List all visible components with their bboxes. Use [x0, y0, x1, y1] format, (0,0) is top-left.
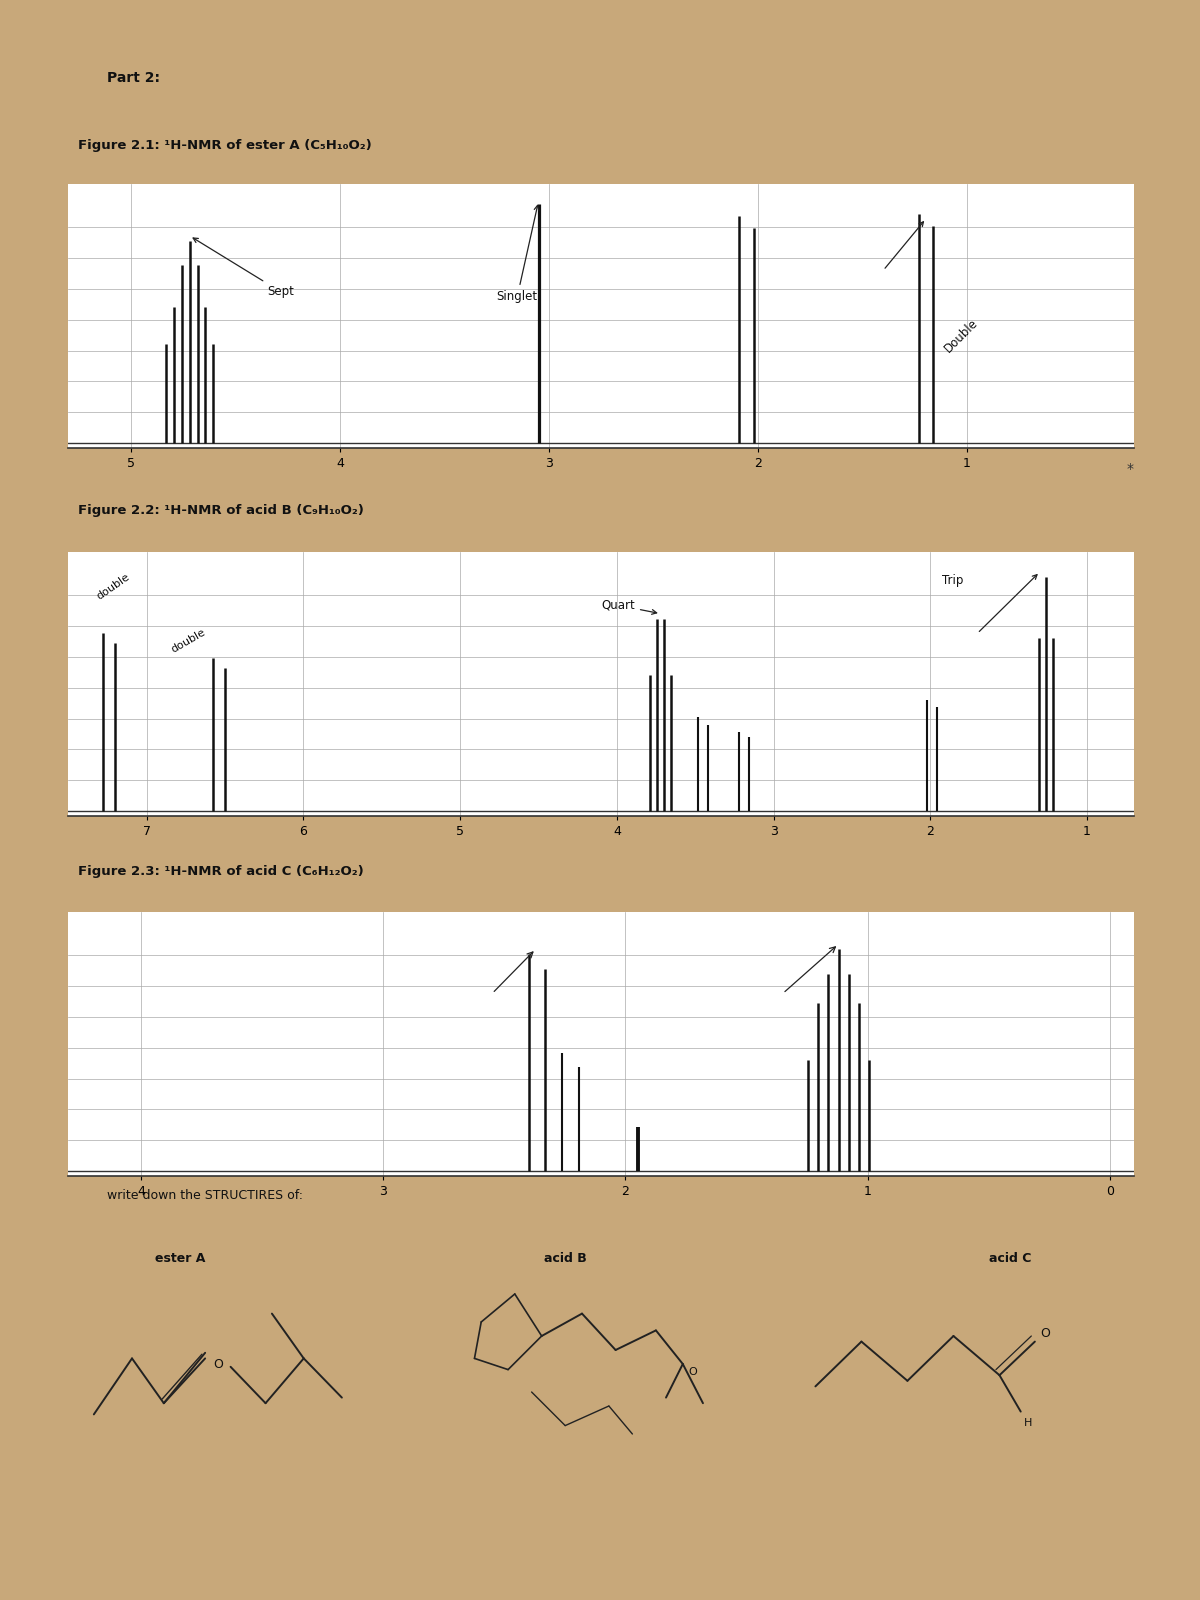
Text: Sept: Sept [193, 238, 294, 298]
Text: Figure 2.2: ¹H-NMR of acid B (C₉H₁₀O₂): Figure 2.2: ¹H-NMR of acid B (C₉H₁₀O₂) [78, 504, 365, 517]
Text: double: double [169, 627, 208, 654]
Text: *: * [1127, 462, 1133, 475]
Text: double: double [95, 571, 132, 602]
Text: acid B: acid B [544, 1251, 587, 1266]
Text: Figure 2.1: ¹H-NMR of ester A (C₅H₁₀O₂): Figure 2.1: ¹H-NMR of ester A (C₅H₁₀O₂) [78, 139, 372, 152]
Text: H: H [1024, 1418, 1032, 1427]
Text: Figure 2.3: ¹H-NMR of acid C (C₆H₁₂O₂): Figure 2.3: ¹H-NMR of acid C (C₆H₁₂O₂) [78, 866, 365, 878]
Text: write down the STRUCTIRES of:: write down the STRUCTIRES of: [108, 1189, 304, 1202]
Text: Singlet: Singlet [497, 205, 539, 302]
Text: O: O [1040, 1326, 1050, 1339]
Text: ester A: ester A [155, 1251, 205, 1266]
Text: O: O [212, 1357, 223, 1371]
Text: Quart: Quart [601, 598, 656, 614]
Text: Trip: Trip [942, 574, 964, 587]
Text: Part 2:: Part 2: [108, 70, 161, 85]
Text: Double: Double [942, 317, 980, 355]
Text: acid C: acid C [989, 1251, 1031, 1266]
Text: O: O [689, 1368, 697, 1378]
